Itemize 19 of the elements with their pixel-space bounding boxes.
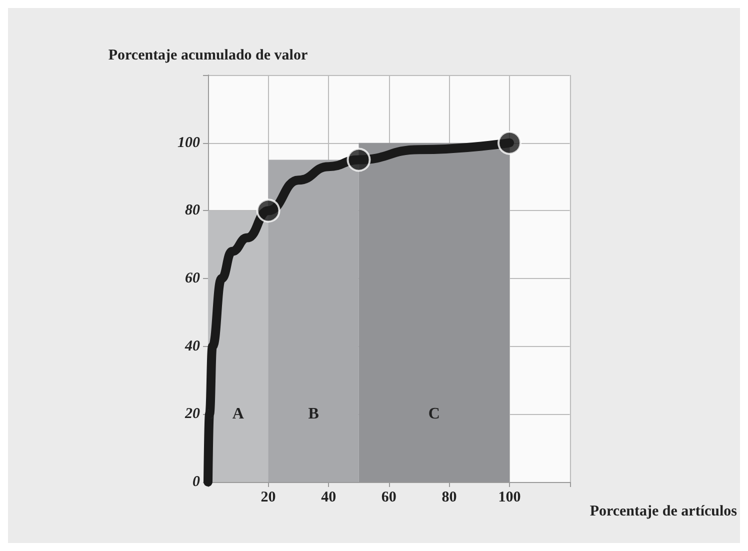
y-tick-label: 0	[192, 474, 200, 490]
annotation: A	[232, 406, 244, 423]
y-tick-label: 60	[185, 270, 200, 286]
point	[256, 198, 280, 223]
y-tick-label: 20	[184, 406, 200, 422]
y-tick-label: 40	[184, 338, 200, 354]
annotation: C	[428, 406, 440, 423]
x-axis-title: Porcentaje de artículos	[590, 504, 738, 520]
y-tick-label: 80	[185, 202, 200, 219]
x-tick-label: 100	[498, 490, 521, 506]
point	[498, 130, 522, 155]
x-tick-label: 20	[260, 490, 276, 506]
annotation: B	[308, 406, 320, 423]
x-tick-label: 80	[442, 490, 457, 506]
y-axis-title: Porcentaje acumulado de valor	[108, 48, 308, 64]
point	[346, 148, 371, 172]
y-tick-label: 100	[178, 134, 200, 151]
x-tick-label: 40	[321, 490, 336, 506]
x-tick-label: 60	[381, 490, 396, 506]
